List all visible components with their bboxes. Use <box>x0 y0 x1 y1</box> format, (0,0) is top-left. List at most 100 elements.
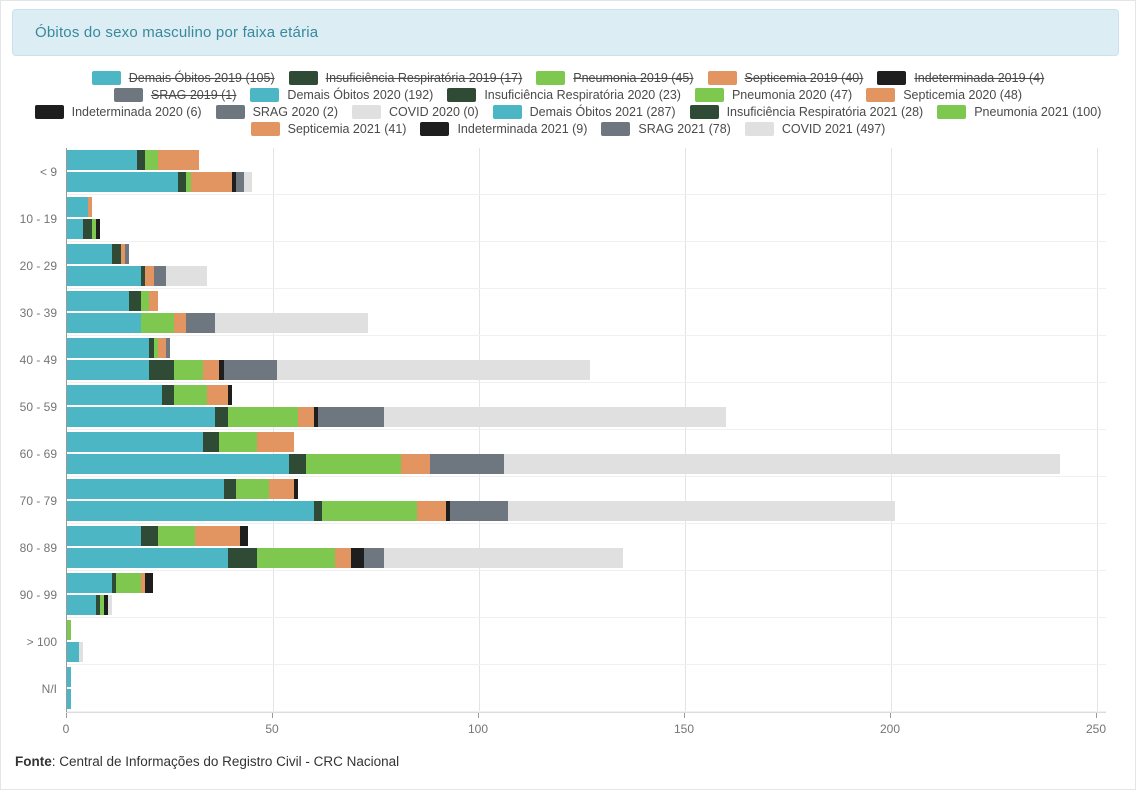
bar-segment[interactable] <box>79 642 84 662</box>
bar-segment[interactable] <box>153 338 158 358</box>
legend-item[interactable]: Insuficiência Respiratória 2021 (28) <box>689 105 923 119</box>
bar-segment[interactable] <box>318 407 385 427</box>
bar-segment[interactable] <box>446 501 451 521</box>
bar-segment[interactable] <box>297 407 315 427</box>
bar-segment[interactable] <box>314 501 323 521</box>
bar-segment[interactable] <box>268 479 294 499</box>
bar-segment[interactable] <box>429 454 504 474</box>
bar-segment[interactable] <box>145 573 154 593</box>
bar-segment[interactable] <box>157 526 195 546</box>
bar-segment[interactable] <box>244 172 253 192</box>
bar-segment[interactable] <box>178 172 187 192</box>
bar-segment[interactable] <box>363 548 385 568</box>
bar-segment[interactable] <box>67 501 315 521</box>
bar-segment[interactable] <box>219 360 224 380</box>
bar-segment[interactable] <box>215 313 368 333</box>
bar-segment[interactable] <box>174 360 203 380</box>
bar-segment[interactable] <box>314 407 319 427</box>
legend-item[interactable]: Septicemia 2021 (41) <box>250 122 406 136</box>
legend-item[interactable]: Demais Óbitos 2021 (287) <box>492 105 676 119</box>
bar-segment[interactable] <box>202 360 220 380</box>
bar-segment[interactable] <box>87 197 92 217</box>
legend-item[interactable]: Indeterminada 2020 (6) <box>34 105 202 119</box>
bar-segment[interactable] <box>186 172 191 192</box>
bar-segment[interactable] <box>223 479 236 499</box>
bar-segment[interactable] <box>157 150 199 170</box>
legend-item[interactable]: Insuficiência Respiratória 2019 (17) <box>288 71 522 85</box>
bar-segment[interactable] <box>149 338 154 358</box>
bar-segment[interactable] <box>67 219 84 239</box>
bar-segment[interactable] <box>227 548 257 568</box>
bar-segment[interactable] <box>67 620 72 640</box>
bar-segment[interactable] <box>256 432 294 452</box>
bar-segment[interactable] <box>450 501 508 521</box>
legend-item[interactable]: Pneumonia 2021 (100) <box>937 105 1101 119</box>
bar-segment[interactable] <box>116 573 142 593</box>
bar-segment[interactable] <box>67 432 203 452</box>
legend-item[interactable]: Insuficiência Respiratória 2020 (23) <box>447 88 681 102</box>
bar-segment[interactable] <box>67 454 290 474</box>
bar-segment[interactable] <box>67 313 142 333</box>
bar-segment[interactable] <box>186 313 216 333</box>
bar-segment[interactable] <box>194 526 241 546</box>
bar-segment[interactable] <box>108 595 113 615</box>
legend-item[interactable]: Demais Óbitos 2019 (105) <box>91 71 275 85</box>
bar-segment[interactable] <box>149 360 175 380</box>
bar-segment[interactable] <box>503 454 1060 474</box>
bar-segment[interactable] <box>120 244 125 264</box>
bar-segment[interactable] <box>235 479 269 499</box>
bar-segment[interactable] <box>67 407 216 427</box>
bar-segment[interactable] <box>67 338 150 358</box>
bar-segment[interactable] <box>67 689 72 709</box>
bar-segment[interactable] <box>83 219 92 239</box>
bar-segment[interactable] <box>67 667 72 687</box>
bar-segment[interactable] <box>112 573 117 593</box>
legend-item[interactable]: Septicemia 2019 (40) <box>707 71 863 85</box>
bar-segment[interactable] <box>334 548 352 568</box>
bar-segment[interactable] <box>174 313 187 333</box>
bar-segment[interactable] <box>305 454 401 474</box>
bar-segment[interactable] <box>240 526 249 546</box>
bar-segment[interactable] <box>67 360 150 380</box>
bar-segment[interactable] <box>67 548 228 568</box>
bar-segment[interactable] <box>277 360 591 380</box>
legend-item[interactable]: SRAG 2020 (2) <box>215 105 338 119</box>
bar-segment[interactable] <box>165 266 208 286</box>
bar-segment[interactable] <box>417 501 446 521</box>
legend-item[interactable]: Indeterminada 2019 (4) <box>877 71 1044 85</box>
bar-segment[interactable] <box>141 266 146 286</box>
bar-segment[interactable] <box>67 172 179 192</box>
bar-segment[interactable] <box>67 642 80 662</box>
bar-segment[interactable] <box>67 595 96 615</box>
bar-segment[interactable] <box>161 385 175 405</box>
bar-segment[interactable] <box>67 573 113 593</box>
bar-segment[interactable] <box>289 454 306 474</box>
bar-segment[interactable] <box>91 219 96 239</box>
bar-segment[interactable] <box>384 407 727 427</box>
legend-item[interactable]: Indeterminada 2021 (9) <box>420 122 587 136</box>
bar-segment[interactable] <box>141 526 158 546</box>
legend-item[interactable]: Pneumonia 2020 (47) <box>694 88 852 102</box>
bar-segment[interactable] <box>137 150 146 170</box>
bar-segment[interactable] <box>227 407 298 427</box>
bar-segment[interactable] <box>67 526 142 546</box>
bar-segment[interactable] <box>145 266 154 286</box>
bar-segment[interactable] <box>67 197 88 217</box>
bar-segment[interactable] <box>104 595 109 615</box>
legend-item[interactable]: Septicemia 2020 (48) <box>866 88 1022 102</box>
bar-segment[interactable] <box>145 150 158 170</box>
bar-segment[interactable] <box>99 595 105 615</box>
bar-segment[interactable] <box>153 266 166 286</box>
bar-segment[interactable] <box>235 172 245 192</box>
bar-segment[interactable] <box>157 338 166 358</box>
bar-segment[interactable] <box>67 479 224 499</box>
bar-segment[interactable] <box>215 407 228 427</box>
bar-segment[interactable] <box>67 291 129 311</box>
bar-segment[interactable] <box>223 360 278 380</box>
bar-segment[interactable] <box>322 501 418 521</box>
bar-segment[interactable] <box>149 291 158 311</box>
bar-segment[interactable] <box>95 219 100 239</box>
bar-segment[interactable] <box>351 548 364 568</box>
legend-item[interactable]: SRAG 2019 (1) <box>113 88 236 102</box>
bar-segment[interactable] <box>141 573 146 593</box>
